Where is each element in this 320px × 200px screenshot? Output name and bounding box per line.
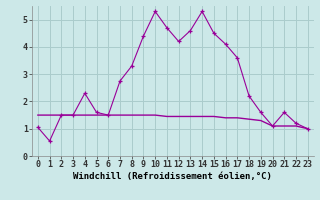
X-axis label: Windchill (Refroidissement éolien,°C): Windchill (Refroidissement éolien,°C) <box>73 172 272 181</box>
